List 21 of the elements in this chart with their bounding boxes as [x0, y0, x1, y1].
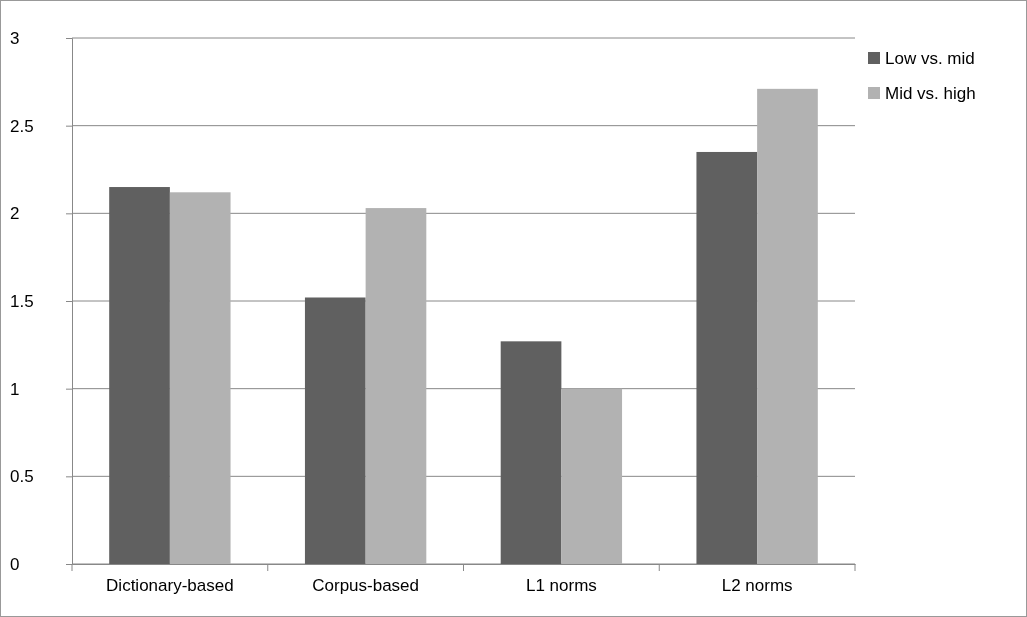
y-tick-label: 2.5: [10, 116, 34, 136]
bar: [169, 192, 231, 564]
x-tick-label: L1 norms: [525, 576, 597, 596]
legend-label: Mid vs. high: [885, 83, 976, 103]
bar: [561, 388, 623, 564]
y-tick-label: 0: [10, 554, 20, 574]
legend-label: Low vs. mid: [885, 48, 975, 68]
y-tick-label: 2: [10, 204, 20, 224]
bar: [696, 151, 758, 564]
x-tick-label: Dictionary-based: [106, 576, 234, 596]
y-tick-label: 1: [10, 379, 20, 399]
bar: [500, 341, 562, 564]
bar: [365, 208, 427, 564]
y-tick-label: 0.5: [10, 467, 34, 487]
x-tick-label: Corpus-based: [312, 576, 420, 596]
y-tick-label: 3: [10, 28, 20, 48]
x-tick-label: L2 norms: [721, 576, 793, 596]
bar: [109, 187, 170, 564]
y-tick-label: 1.5: [10, 291, 34, 311]
bar: [304, 297, 366, 564]
bar: [757, 88, 818, 564]
